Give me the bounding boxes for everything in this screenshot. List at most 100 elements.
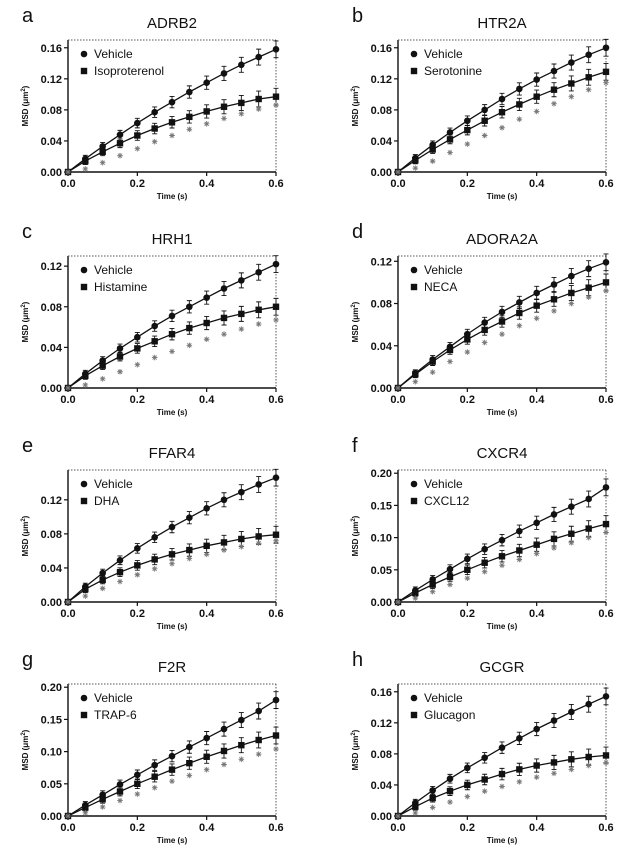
y-tick-label: 0.16	[41, 43, 62, 55]
data-point	[499, 309, 506, 316]
legend-marker	[81, 284, 87, 290]
data-point	[429, 358, 435, 364]
data-point	[256, 106, 262, 112]
data-point	[204, 121, 210, 127]
chart-title: GCGR	[480, 659, 525, 676]
y-axis-label-part: MSD (	[351, 747, 360, 770]
data-point	[482, 569, 488, 575]
data-point	[204, 552, 210, 558]
data-point	[481, 776, 487, 782]
data-point	[447, 775, 454, 782]
legend-label: Vehicle	[424, 263, 463, 277]
data-point	[517, 779, 523, 785]
data-point	[186, 114, 192, 120]
data-point	[533, 93, 539, 99]
data-point	[464, 556, 471, 563]
data-point	[551, 308, 557, 314]
data-point	[568, 503, 575, 510]
y-axis-label: MSD (μm2)	[351, 729, 360, 770]
x-tick-label: 0.4	[199, 394, 215, 406]
chart-title: HRH1	[152, 231, 193, 248]
data-point	[603, 279, 609, 285]
y-axis-label-part: MSD (	[21, 533, 30, 556]
y-tick-label: 0.00	[371, 811, 392, 823]
data-point	[273, 93, 279, 99]
y-tick-label: 0.08	[371, 299, 392, 311]
x-tick-label: 0.4	[199, 822, 215, 834]
panel-letter: h	[352, 649, 363, 671]
legend-marker	[81, 68, 87, 74]
data-point	[464, 567, 470, 573]
data-point	[203, 505, 210, 512]
data-point	[533, 762, 539, 768]
data-point	[273, 474, 280, 481]
legend-label: Vehicle	[94, 477, 133, 491]
data-point	[569, 94, 575, 100]
data-point	[517, 116, 523, 122]
data-point	[551, 759, 557, 765]
chart-title: ADORA2A	[466, 231, 538, 248]
data-point	[447, 799, 453, 805]
y-tick-label: 0.04	[371, 341, 393, 353]
legend-marker	[411, 481, 418, 488]
data-point	[117, 131, 124, 138]
data-point	[603, 288, 609, 294]
x-tick-label: 0.0	[390, 608, 405, 620]
chart-h: hGCGR0.00.20.40.60.000.040.080.120.16Tim…	[330, 644, 640, 856]
y-tick-label: 0.05	[371, 565, 392, 577]
data-point	[134, 120, 141, 127]
data-point	[186, 744, 193, 751]
data-point	[135, 146, 141, 152]
data-point	[429, 581, 435, 587]
data-point	[481, 754, 488, 761]
legend-marker	[411, 267, 418, 274]
data-point	[255, 737, 261, 743]
data-point	[586, 294, 592, 300]
data-point	[534, 109, 540, 115]
data-point	[187, 773, 193, 779]
data-point	[238, 277, 245, 284]
legend-marker	[81, 267, 88, 274]
y-axis-label-part: MSD (	[351, 533, 360, 556]
y-axis-label-part: μm	[351, 92, 360, 104]
y-tick-label: 0.04	[41, 136, 63, 148]
y-tick-label: 0.20	[371, 468, 392, 480]
series-serotonine	[395, 63, 609, 175]
y-tick-label: 0.12	[41, 495, 62, 507]
x-tick-label: 0.6	[598, 608, 613, 620]
data-point	[134, 545, 141, 552]
y-axis-label-part: )	[21, 729, 30, 732]
legend-marker	[411, 51, 418, 58]
data-point	[273, 538, 279, 544]
data-point	[169, 313, 176, 320]
y-axis-label: MSD (μm2)	[21, 515, 30, 556]
data-point	[256, 321, 262, 327]
data-point	[204, 336, 210, 342]
y-axis-label: MSD (μm2)	[21, 729, 30, 770]
x-tick-label: 0.0	[60, 822, 75, 834]
y-axis-label-part: MSD (	[21, 103, 30, 126]
y-tick-label: 0.00	[41, 811, 62, 823]
y-axis-label-part: MSD (	[21, 747, 30, 770]
y-axis-label-part: μm	[21, 92, 30, 104]
data-point	[534, 551, 540, 557]
data-point	[603, 760, 609, 766]
data-point	[273, 261, 280, 268]
panel-c: cHRH10.00.20.40.60.000.040.080.12Time (s…	[0, 216, 320, 428]
data-point	[586, 763, 592, 769]
legend-label: Vehicle	[94, 47, 133, 61]
data-point	[255, 307, 261, 313]
y-tick-label: 0.08	[41, 529, 62, 541]
data-point	[152, 566, 158, 572]
x-tick-label: 0.6	[598, 394, 613, 406]
y-axis-label: MSD (μm2)	[351, 515, 360, 556]
data-point	[99, 149, 105, 155]
data-point	[603, 44, 610, 51]
data-point	[533, 541, 539, 547]
data-point	[499, 744, 506, 751]
data-point	[255, 269, 262, 276]
data-point	[516, 735, 523, 742]
data-point	[221, 70, 228, 77]
data-point	[585, 754, 591, 760]
y-axis-label-part: μm	[21, 308, 30, 320]
